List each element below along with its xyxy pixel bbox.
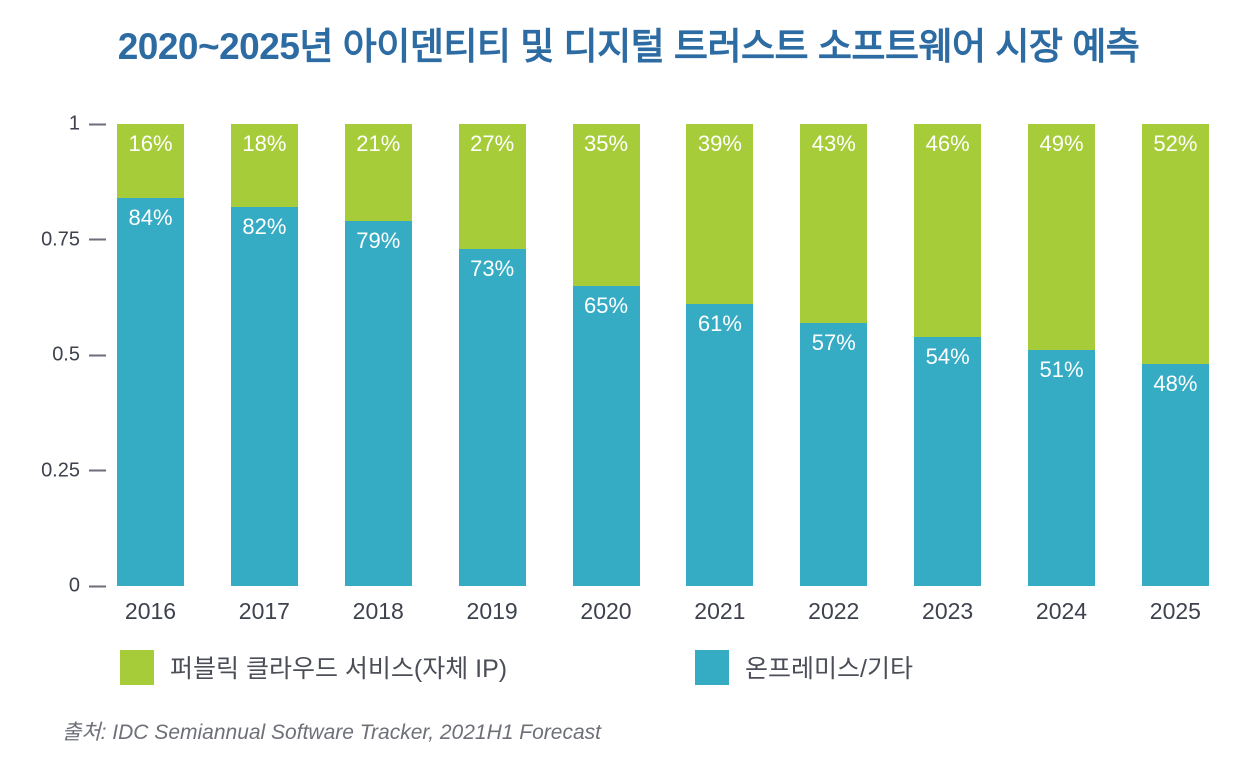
bar-stack: 39% 61% (686, 124, 754, 586)
chart-title: 2020~2025년 아이덴티티 및 디지털 트러스트 소프트웨어 시장 예측 (117, 26, 1140, 67)
bar-segment-onprem: 54% (914, 336, 982, 586)
y-axis-tick: 0.25 (41, 459, 106, 482)
bar-value-label: 51% (1039, 357, 1084, 383)
bar-segment-public-cloud: 49% (1028, 124, 1095, 351)
bar-value-label: 57% (811, 329, 856, 355)
bar-segment-public-cloud: 52% (1141, 124, 1209, 365)
bar-segment-onprem: 57% (800, 322, 868, 586)
legend-item-onprem: 온프레미스/기타 (695, 649, 913, 685)
bar-value-label: 48% (1153, 371, 1198, 397)
x-axis-label: 2020 (580, 598, 632, 624)
x-axis-label: 2016 (124, 598, 177, 624)
y-axis-tick: 0 (69, 575, 106, 598)
y-axis-tick: 0.5 (52, 344, 106, 367)
bar-segment-public-cloud: 46% (914, 124, 982, 337)
bar-column: 52% 48% 2025 (1141, 124, 1209, 624)
bar-segment-public-cloud: 18% (230, 124, 298, 208)
bar-stack: 18% 82% (230, 124, 298, 586)
bar-column: 35% 65% 2020 (572, 124, 640, 624)
bar-stack: 52% 48% (1141, 124, 1209, 586)
x-axis-label: 2024 (1035, 598, 1088, 624)
legend: 퍼블릭 클라우드 서비스(자체 IP) 온프레미스/기타 (0, 649, 1257, 687)
bar-column: 21% 79% 2018 (344, 124, 412, 624)
y-axis: 1 0.75 0.5 0.25 0 (0, 113, 106, 597)
bar-segment-public-cloud: 21% (344, 124, 412, 222)
y-axis-tick-label: 0.25 (41, 459, 80, 481)
bar-column: 39% 61% 2021 (686, 124, 754, 624)
x-axis-label: 2017 (238, 598, 290, 624)
bar-value-label: 16% (128, 131, 173, 156)
bar-segment-onprem: 48% (1141, 364, 1209, 586)
bar-segment-onprem: 51% (1028, 350, 1095, 586)
bar-value-label: 61% (697, 311, 742, 337)
bar-column: 49% 51% 2024 (1028, 124, 1095, 624)
bar-value-label: 84% (128, 204, 173, 230)
bar-value-label: 18% (242, 131, 287, 156)
bar-stack: 43% 57% (800, 124, 868, 586)
bar-segment-onprem: 73% (458, 248, 526, 586)
y-axis-tick: 0.75 (41, 228, 106, 251)
y-axis-tick: 1 (69, 113, 106, 136)
y-axis-tick-label: 1 (68, 112, 80, 135)
y-axis-tick-mark (89, 238, 106, 241)
bar-stack: 35% 65% (572, 124, 640, 586)
legend-label-onprem: 온프레미스/기타 (745, 655, 913, 683)
bar-value-label: 82% (242, 214, 287, 240)
bar-stack: 49% 51% (1028, 124, 1095, 586)
y-axis-tick-label: 0.5 (52, 343, 80, 366)
x-axis-label: 2025 (1149, 598, 1201, 624)
bar-stack: 21% 79% (344, 124, 412, 586)
x-axis-label: 2023 (922, 598, 974, 624)
bar-column: 16% 84% 2016 (117, 124, 184, 624)
x-axis-label: 2018 (352, 598, 404, 624)
bar-value-label: 35% (583, 131, 629, 156)
legend-label-public-cloud: 퍼블릭 클라우드 서비스(자체 IP) (170, 655, 508, 683)
plot-area: 16% 84% 2016 18% 82% 2017 21% 79% 2018 27% 73% 2019… (117, 124, 1209, 624)
y-axis-tick-label: 0 (68, 574, 80, 597)
bar-value-label: 39% (697, 131, 742, 156)
bar-stack: 46% 54% (914, 124, 982, 586)
bar-value-label: 65% (583, 292, 629, 318)
bar-segment-public-cloud: 35% (572, 124, 640, 286)
bar-segment-public-cloud: 39% (686, 124, 754, 305)
bar-segment-onprem: 79% (344, 221, 412, 586)
bar-segment-public-cloud: 43% (800, 124, 868, 323)
y-axis-tick-mark (89, 585, 106, 587)
y-axis-tick-mark (89, 469, 106, 472)
x-axis-label: 2021 (694, 598, 746, 624)
bar-stack: 16% 84% (117, 124, 184, 586)
bar-value-label: 21% (356, 131, 401, 156)
legend-swatch-public-cloud-icon (120, 649, 154, 685)
bar-value-label: 49% (1039, 131, 1084, 156)
y-axis-tick-mark (89, 123, 106, 125)
bar-value-label: 79% (356, 228, 401, 254)
bar-value-label: 73% (470, 255, 515, 281)
legend-swatch-onprem-icon (695, 649, 729, 685)
y-axis-tick-label: 0.75 (41, 228, 80, 250)
bar-column: 46% 54% 2023 (914, 124, 982, 624)
bar-value-label: 46% (925, 131, 970, 156)
bar-segment-onprem: 61% (686, 304, 754, 586)
x-axis-label: 2019 (466, 598, 518, 624)
bar-column: 43% 57% 2022 (800, 124, 868, 624)
bar-value-label: 54% (925, 343, 970, 369)
bar-value-label: 43% (811, 131, 856, 156)
bar-column: 27% 73% 2019 (458, 124, 526, 624)
y-axis-tick-mark (89, 354, 106, 356)
x-axis-label: 2022 (808, 598, 860, 624)
bar-segment-public-cloud: 27% (458, 124, 526, 249)
bar-segment-onprem: 84% (117, 197, 184, 586)
bar-stack: 27% 73% (458, 124, 526, 586)
source-note: 출처: IDC Semiannual Software Tracker, 202… (62, 721, 601, 744)
bar-value-label: 52% (1153, 131, 1198, 156)
bar-value-label: 27% (470, 131, 515, 156)
bar-segment-public-cloud: 16% (117, 124, 184, 198)
bar-segment-onprem: 82% (230, 207, 298, 586)
bar-column: 18% 82% 2017 (230, 124, 298, 624)
bar-segment-onprem: 65% (572, 285, 640, 586)
legend-item-public-cloud: 퍼블릭 클라우드 서비스(자체 IP) (120, 649, 507, 685)
